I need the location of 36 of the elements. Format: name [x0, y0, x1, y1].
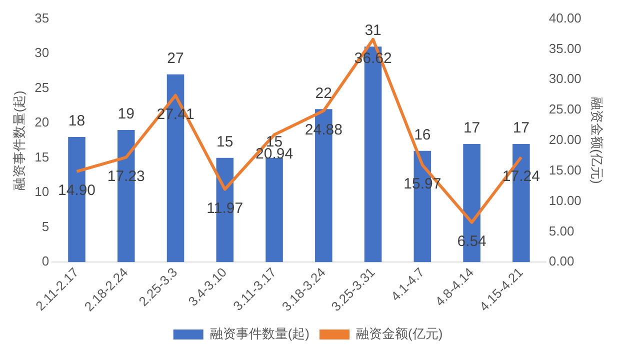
y2-axis-title: 融资金额(亿元)	[590, 97, 605, 184]
y2-tick-label: 5.00	[548, 223, 574, 238]
y-tick-label: 25	[34, 80, 50, 95]
data-label: 36.62	[354, 50, 392, 67]
y-tick-label: 5	[42, 218, 50, 234]
data-label: 27	[167, 50, 184, 68]
data-label: 15.97	[404, 176, 442, 193]
y-axis-title: 融资事件数量(起)	[11, 90, 26, 190]
data-label: 16	[414, 126, 431, 144]
y-tick-label: 0	[42, 254, 50, 269]
data-label: 31	[364, 22, 382, 40]
data-label: 18	[68, 112, 86, 130]
data-label: 19	[118, 106, 134, 123]
y2-tick-label: 0.00	[548, 254, 574, 269]
data-label: 17	[512, 120, 530, 137]
y2-tick-label: 35.00	[548, 40, 582, 56]
data-label: 15	[216, 133, 234, 150]
y2-tick-label: 20.00	[548, 132, 582, 148]
data-label: 27.41	[156, 106, 194, 124]
data-label: 22	[315, 84, 332, 102]
y-tick-label: 15	[34, 149, 50, 164]
y-tick-label: 20	[34, 114, 50, 130]
legend-label: 融资事件数量(起)	[210, 326, 310, 342]
y2-tick-label: 40.00	[548, 10, 582, 26]
data-label: 20.94	[256, 145, 294, 162]
y2-tick-label: 15.00	[548, 162, 582, 178]
y-tick-label: 35	[34, 10, 50, 26]
bar	[266, 158, 283, 262]
legend-label: 融资金额(亿元)	[356, 326, 443, 342]
data-label: 17.24	[502, 168, 540, 185]
y-tick-label: 30	[34, 45, 50, 60]
y2-tick-label: 25.00	[548, 102, 582, 117]
y-tick-label: 10	[34, 184, 50, 200]
y2-tick-label: 30.00	[548, 71, 582, 86]
data-label: 17	[463, 120, 480, 137]
y2-tick-label: 10.00	[548, 192, 582, 208]
